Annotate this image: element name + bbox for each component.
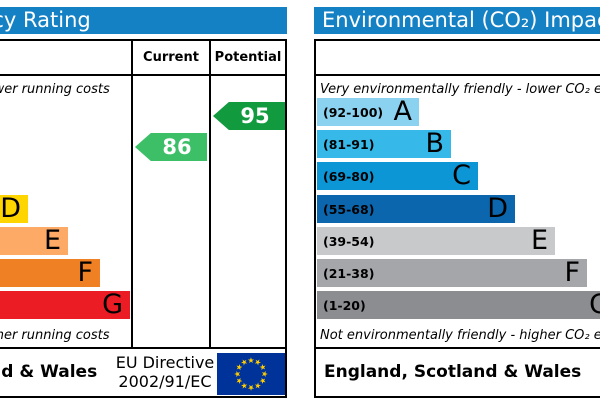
band-row-c: (69-80) C xyxy=(317,160,478,191)
column-divider xyxy=(131,41,133,347)
eu-flag-icon: ★ ★ ★ ★ ★ ★ ★ ★ ★ ★ ★ ★ xyxy=(217,353,285,395)
band-range: (69-80) xyxy=(323,169,375,184)
band-letter: E xyxy=(530,225,548,256)
band-range: (81-91) xyxy=(323,137,375,152)
potential-column-header: Potential xyxy=(214,50,282,65)
band-letter: B xyxy=(425,128,444,159)
energy-efficiency-chart: Energy Efficiency Rating Current Potenti… xyxy=(0,7,287,398)
footer-divider xyxy=(316,347,600,349)
band-letter: F xyxy=(564,257,580,288)
band-range: (21-38) xyxy=(323,266,375,281)
region-label: England, Scotland & Wales xyxy=(324,362,582,382)
eu-directive-label: EU Directive 2002/91/EC xyxy=(594,353,600,391)
band-row-e: (39-54) E xyxy=(0,225,68,256)
caption-top: Very environmentally friendly - lower CO… xyxy=(320,82,600,97)
band-range: (39-54) xyxy=(323,234,375,249)
band-letter: G xyxy=(102,289,123,320)
caption-bottom: Not environmentally friendly - higher CO… xyxy=(320,328,600,343)
region-label: England & Wales xyxy=(0,362,98,382)
eu-directive-label: EU Directive 2002/91/EC xyxy=(107,353,223,391)
band-letter: D xyxy=(0,193,21,224)
band-row-d: (55-68) D xyxy=(0,193,28,224)
column-divider xyxy=(209,41,211,347)
header-row-divider xyxy=(0,74,285,76)
band-range: (1-20) xyxy=(323,298,366,313)
co2-chart-table: Current Potential Very environmentally f… xyxy=(314,39,600,398)
potential-rating-arrow: 95 xyxy=(213,102,285,130)
co2-impact-chart: Environmental (CO₂) Impact Rating Curren… xyxy=(314,7,600,398)
band-row-g: (1-20) G xyxy=(317,289,600,320)
band-row-g: (1-20) G xyxy=(0,289,130,320)
band-letter: C xyxy=(452,160,471,191)
energy-chart-title: Energy Efficiency Rating xyxy=(0,7,287,34)
band-range: (92-100) xyxy=(323,105,384,120)
co2-chart-title: Environmental (CO₂) Impact Rating xyxy=(314,7,600,34)
band-row-f: (21-38) F xyxy=(317,257,587,288)
band-letter: G xyxy=(589,289,600,320)
band-letter: F xyxy=(77,257,93,288)
current-rating-arrow: 86 xyxy=(135,133,207,161)
band-row-e: (39-54) E xyxy=(317,225,555,256)
band-range: (55-68) xyxy=(323,202,375,217)
caption-bottom: Not energy efficient - higher running co… xyxy=(0,328,110,343)
eu-flag-star: ★ xyxy=(247,356,255,365)
band-row-d: (55-68) D xyxy=(317,193,515,224)
band-row-b: (81-91) B xyxy=(317,128,451,159)
current-column-header: Current xyxy=(143,50,199,65)
header-row-divider xyxy=(316,74,600,76)
energy-chart-table: Current Potential Very energy efficient … xyxy=(0,39,287,398)
caption-top: Very energy efficient - lower running co… xyxy=(0,82,110,97)
band-letter: A xyxy=(393,96,412,127)
band-row-a: (92-100) A xyxy=(317,96,419,127)
eu-directive-line2: 2002/91/EC xyxy=(118,372,212,391)
eu-directive-line2: 2002/91/EC xyxy=(594,372,600,391)
band-letter: E xyxy=(43,225,61,256)
eu-directive-line1: EU Directive xyxy=(115,353,215,372)
band-row-f: (21-38) F xyxy=(0,257,100,288)
band-letter: D xyxy=(487,193,508,224)
footer-divider xyxy=(0,347,285,349)
eu-directive-line1: EU Directive xyxy=(594,353,600,372)
